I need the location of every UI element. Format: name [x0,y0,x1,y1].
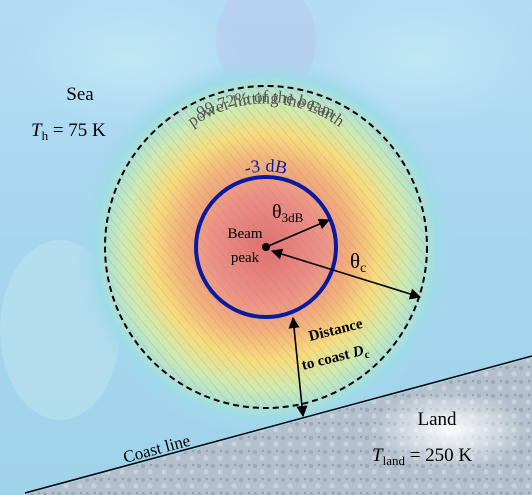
contour-3db-label: -3 dB [242,155,289,178]
land-temperature: Tland = 250 K [372,445,472,468]
sea-temperature: Th = 75 K [31,120,106,143]
distance-to-coast-arrow [288,316,308,418]
contour-3db-circle [194,175,338,319]
theta-c-arrow [270,248,422,300]
outer-power-circle [104,85,428,409]
land-label: Land [417,409,457,430]
theta-c-label: θc [350,249,366,276]
theta-3db-arrow [265,218,331,248]
coast-line [24,355,532,494]
sea-label: Sea [66,84,94,105]
theta-3db-label: θ3dB [272,201,304,225]
land-bright-patch [370,390,530,470]
beam-peak-label-line1: Beam [228,226,263,242]
beam-peak-label-line2: peak [231,250,260,266]
